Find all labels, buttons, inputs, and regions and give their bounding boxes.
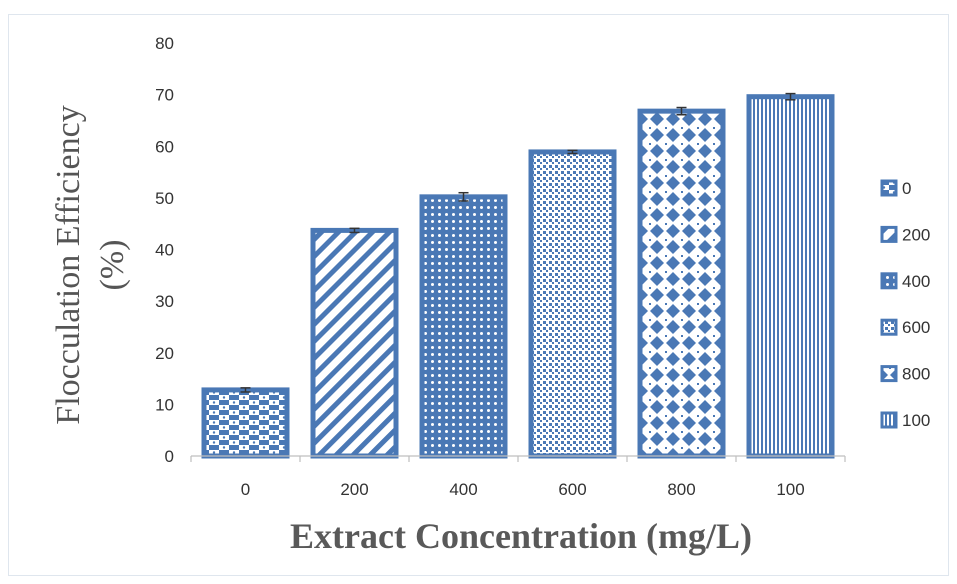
legend-label: 600 [902,318,930,337]
legend-swatch-200 [880,225,898,243]
y-tick-label: 50 [155,189,174,208]
legend-swatch-0 [880,179,898,197]
bar-chart: Flocculation Efficiency (%) 0 10 20 30 40 50 6… [50,34,930,556]
x-tick-label: 100 [776,480,804,499]
y-tick-label: 0 [165,447,174,466]
y-axis-ticks: 0 10 20 30 40 50 60 70 80 [155,34,174,466]
x-tick-label: 200 [340,480,368,499]
legend-label: 400 [902,272,930,291]
y-tick-label: 60 [155,137,174,156]
bar-0 [201,387,290,459]
x-tick-label: 0 [241,480,250,499]
legend-label: 100 [902,411,930,430]
chart-area: Flocculation Efficiency (%) 0 10 20 30 40 50 6… [8,14,949,576]
y-tick-label: 80 [155,34,174,53]
legend-swatch-400 [880,272,898,290]
bar-600 [528,149,617,459]
x-tick-label: 600 [558,480,586,499]
y-axis-label: Flocculation Efficiency (%) [50,105,131,424]
x-tick-label: 800 [667,480,695,499]
legend: 0 200 400 600 800 100 [880,179,930,430]
y-tick-label: 20 [155,344,174,363]
x-axis-label: Extract Concentration (mg/L) [290,516,752,556]
bar-800 [637,108,726,459]
y-tick-label: 70 [155,86,174,105]
legend-label: 800 [902,365,930,384]
y-tick-label: 10 [155,395,174,414]
bars [201,92,835,459]
legend-swatch-100 [880,411,898,429]
y-axis-label-line1: Flocculation Efficiency [50,105,87,424]
y-tick-label: 40 [155,241,174,260]
y-tick-label: 30 [155,292,174,311]
bar-200 [310,227,399,459]
bar-400 [419,194,508,459]
legend-label: 0 [902,179,911,198]
legend-label: 200 [902,225,930,244]
legend-swatch-800 [880,365,898,383]
x-axis: 0 200 400 600 800 100 [190,455,846,499]
bar-100 [746,94,835,459]
x-tick-label: 400 [449,480,477,499]
y-axis-label-line2: (%) [94,240,131,291]
legend-swatch-600 [880,318,898,336]
